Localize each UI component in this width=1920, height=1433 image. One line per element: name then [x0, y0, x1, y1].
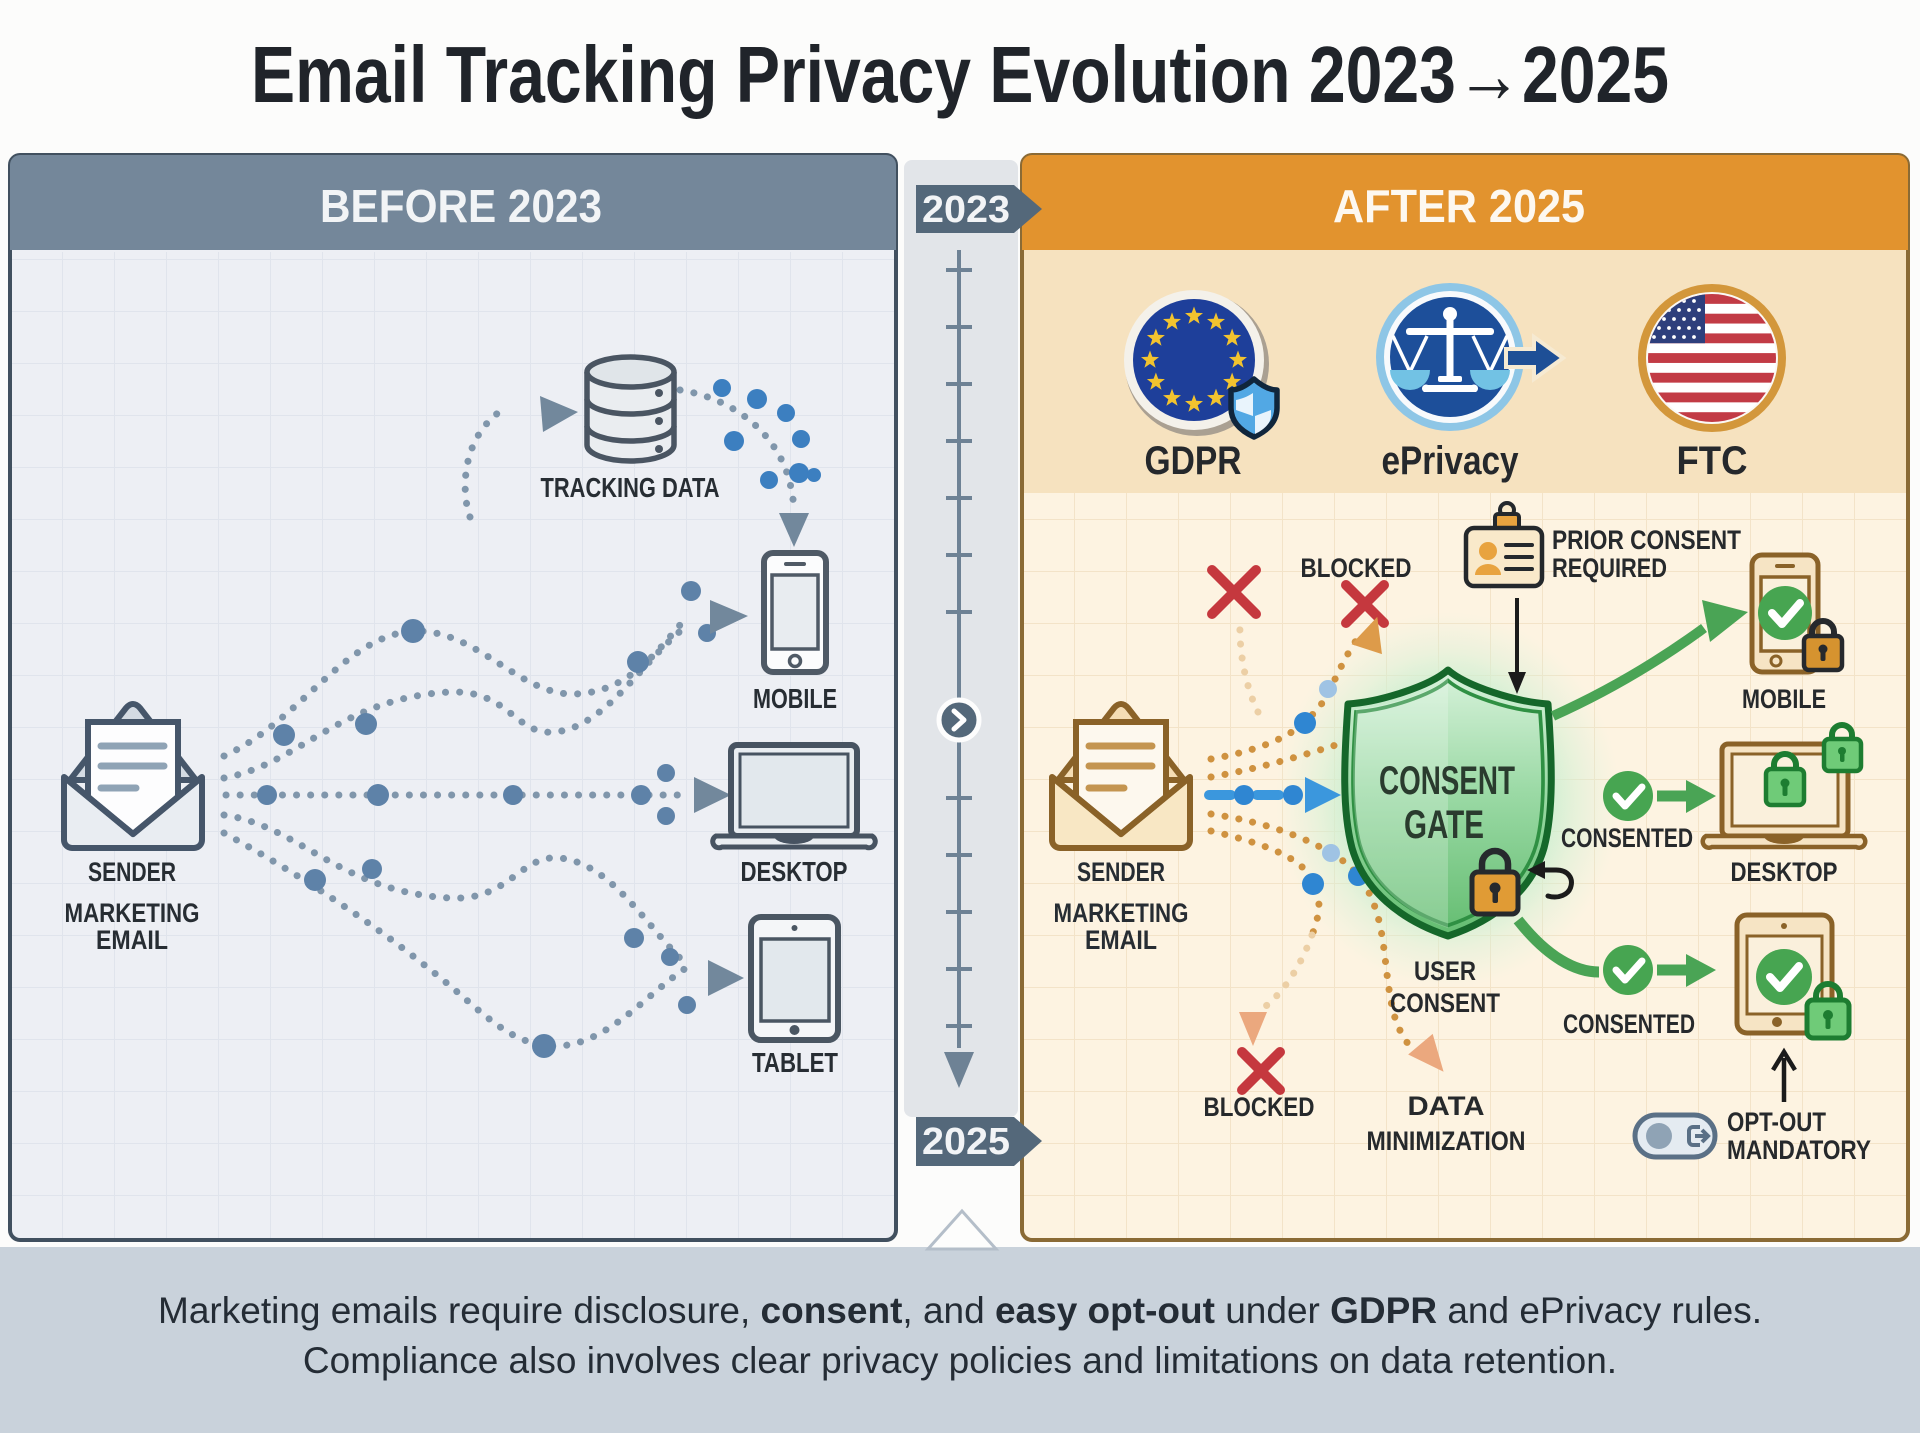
svg-text:MOBILE: MOBILE: [1742, 684, 1826, 714]
svg-text:OPT-OUT: OPT-OUT: [1727, 1107, 1826, 1137]
svg-text:GATE: GATE: [1404, 803, 1484, 847]
svg-text:ePrivacy: ePrivacy: [1382, 439, 1520, 483]
svg-text:TRACKING DATA: TRACKING DATA: [541, 472, 720, 503]
svg-text:SENDER: SENDER: [88, 857, 176, 887]
svg-text:MINIMIZATION: MINIMIZATION: [1367, 1126, 1526, 1156]
svg-text:GDPR: GDPR: [1145, 439, 1242, 483]
svg-text:FTC: FTC: [1677, 439, 1748, 483]
svg-text:TABLET: TABLET: [752, 1047, 838, 1078]
svg-text:CONSENTED: CONSENTED: [1563, 1009, 1695, 1039]
svg-text:BEFORE 2023: BEFORE 2023: [320, 180, 602, 232]
svg-text:MOBILE: MOBILE: [753, 683, 837, 714]
svg-text:PRIOR CONSENT: PRIOR CONSENT: [1552, 525, 1741, 555]
svg-text:DESKTOP: DESKTOP: [741, 856, 848, 887]
svg-text:2023: 2023: [922, 189, 1010, 231]
svg-text:CONSENT: CONSENT: [1390, 988, 1500, 1018]
svg-text:Marketing emails require discl: Marketing emails require disclosure, con…: [158, 1290, 1762, 1331]
svg-text:REQUIRED: REQUIRED: [1552, 553, 1667, 583]
svg-text:BLOCKED: BLOCKED: [1301, 553, 1412, 583]
svg-text:MARKETING: MARKETING: [65, 898, 200, 928]
svg-text:DATA: DATA: [1408, 1091, 1485, 1121]
svg-text:EMAIL: EMAIL: [1085, 925, 1157, 955]
svg-text:2025: 2025: [922, 1121, 1010, 1163]
svg-text:Compliance also involves clear: Compliance also involves clear privacy p…: [303, 1340, 1617, 1381]
svg-text:CONSENT: CONSENT: [1379, 759, 1515, 803]
svg-text:USER: USER: [1414, 956, 1476, 986]
svg-text:MANDATORY: MANDATORY: [1727, 1135, 1871, 1165]
svg-text:EMAIL: EMAIL: [96, 925, 168, 955]
svg-text:BLOCKED: BLOCKED: [1204, 1092, 1315, 1122]
svg-text:CONSENTED: CONSENTED: [1561, 823, 1693, 853]
svg-text:DESKTOP: DESKTOP: [1731, 857, 1838, 887]
svg-text:SENDER: SENDER: [1077, 857, 1165, 887]
svg-text:MARKETING: MARKETING: [1054, 898, 1189, 928]
svg-text:Email Tracking Privacy Evoluti: Email Tracking Privacy Evolution 2023→20…: [251, 30, 1669, 119]
svg-text:AFTER 2025: AFTER 2025: [1333, 180, 1585, 232]
